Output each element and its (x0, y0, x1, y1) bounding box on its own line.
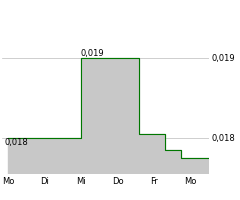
Polygon shape (8, 58, 209, 174)
Text: 0,018: 0,018 (4, 138, 28, 147)
Text: 0,019: 0,019 (81, 49, 105, 58)
